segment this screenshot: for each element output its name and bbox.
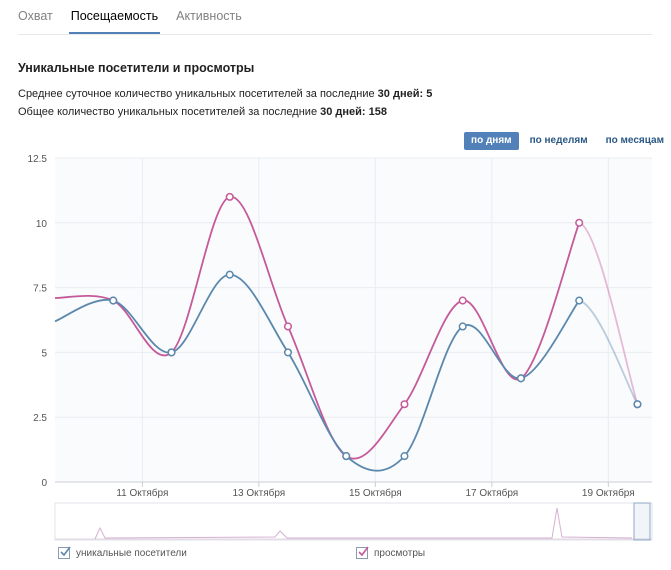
y-tick-label: 5 [41,348,47,359]
views-point [458,296,467,305]
views-series-line-partial [578,221,639,405]
legend-visitors-label: уникальные посетители [76,547,187,559]
x-tick-label: 11 Октября [116,487,168,499]
avg-stat-label: Среднее суточное количество уникальных п… [18,88,375,100]
x-tick-label: 19 Октября [582,487,635,499]
visitors-series-line-partial [578,299,639,405]
navigator-range-handle [633,502,651,541]
total-stat-value: 158 [368,106,388,118]
total-stat-label: Общее количество уникальных посетителей … [18,106,318,118]
navigator-sparkline [94,507,633,540]
x-tick-label: 15 Октября [349,487,402,499]
avg-stat-days: 30 дней: [377,88,424,100]
period-by-month-button[interactable]: по месяцам [605,135,664,146]
visitors-point [575,296,584,305]
visitors-point [225,270,234,279]
navigator-panel [54,502,653,541]
visitors-checkbox[interactable] [58,546,71,559]
y-tick-label: 12.5 [28,154,48,165]
checkmark-icon [60,546,71,557]
period-by-week-button[interactable]: по неделям [529,135,588,146]
checkmark-icon [358,546,369,557]
tab-attendance[interactable]: Посещаемость [68,0,161,34]
x-tick-label: 13 Октября [232,487,285,499]
y-tick-label: 2.5 [33,413,47,424]
visits-line-chart: 0 2.5 5 7.5 10 12.5 11 Октября 13 Октября 15 Окт… [28,154,653,541]
visitors-point [342,452,351,461]
period-switcher: по дням по неделям по месяцам [460,132,671,150]
views-point [400,400,409,409]
tab-bar: Охват Посещаемость Активность [18,0,652,35]
visitors-point [633,400,642,409]
views-point [225,192,234,201]
legend-views[interactable]: просмотры [356,546,426,559]
tab-activity[interactable]: Активность [176,9,242,23]
avg-daily-visitors-stat: Среднее суточное количество уникальных п… [18,88,432,100]
visitors-point [516,374,526,383]
visitors-point [109,296,118,305]
x-tick-label: 17 Октября [465,487,518,499]
views-point [283,322,293,331]
visitors-series-line [54,273,580,472]
tab-reach[interactable]: Охват [18,9,53,23]
y-tick-label: 10 [36,219,48,230]
plot-area [55,158,652,482]
visitors-point [283,348,293,357]
period-by-day-button[interactable]: по дням [464,132,519,150]
avg-stat-value: 5 [426,88,433,100]
visitors-point [400,452,409,461]
legend-visitors[interactable]: уникальные посетители [58,546,187,559]
y-tick-label: 0 [41,478,47,489]
legend-views-label: просмотры [374,547,426,559]
total-stat-days: 30 дней: [320,106,366,118]
views-point [575,218,584,227]
total-visitors-stat: Общее количество уникальных посетителей … [18,106,387,118]
views-checkbox[interactable] [356,546,369,559]
section-title: Уникальные посетители и просмотры [18,61,255,75]
visitors-point [458,322,467,331]
y-tick-label: 7.5 [33,284,47,295]
visitors-point [167,348,176,357]
